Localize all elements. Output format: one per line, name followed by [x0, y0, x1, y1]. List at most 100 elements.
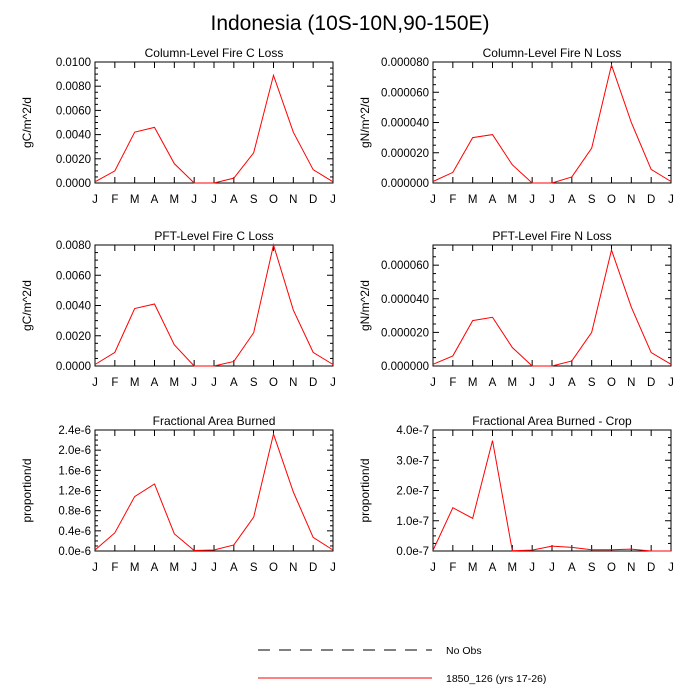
x-tick-label: A	[151, 562, 159, 574]
series-line	[94, 243, 334, 367]
chart-panel: Fractional Area Burned proportion/d 0.0e-6…	[20, 414, 336, 574]
x-tick-label: M	[170, 377, 180, 389]
y-tick-label: 0.000040	[381, 294, 429, 306]
y-tick-label: 1.2e-6	[58, 486, 91, 498]
x-tick-label: D	[309, 377, 317, 389]
x-tick-label: A	[489, 377, 497, 389]
x-tick-label: J	[668, 562, 674, 574]
x-tick-label: A	[230, 377, 238, 389]
x-tick-label: N	[289, 377, 297, 389]
y-tick-label: 4.0e-7	[396, 425, 429, 437]
plot-frame	[94, 61, 334, 184]
y-tick-label: 0.0080	[56, 81, 91, 93]
legend-label: 1850_126 (yrs 17-26)	[446, 673, 546, 685]
y-axis-label: gN/m^2/d	[358, 97, 372, 148]
x-tick-label: N	[289, 562, 297, 574]
x-tick-label: M	[130, 377, 140, 389]
y-axis-label: gC/m^2/d	[20, 280, 34, 331]
x-tick-label: M	[130, 562, 140, 574]
series-line	[432, 248, 672, 367]
x-tick-label: J	[191, 194, 197, 206]
x-tick-label: S	[588, 194, 596, 206]
y-tick-label: 0.000060	[381, 87, 429, 99]
x-tick-label: F	[111, 377, 118, 389]
x-tick-label: A	[568, 562, 576, 574]
y-tick-label: 0.000000	[381, 178, 429, 190]
x-tick-label: J	[668, 194, 674, 206]
chart-panel: Column-Level Fire C Loss gC/m^2/d 0.0000 0.…	[20, 46, 336, 206]
x-tick-label: S	[250, 194, 258, 206]
x-tick-label: A	[568, 194, 576, 206]
x-tick-label: J	[92, 194, 98, 206]
y-tick-label: 0.0020	[56, 331, 91, 343]
legend: No Obs 1850_126 (yrs 17-26)	[258, 645, 546, 685]
x-tick-label: F	[111, 562, 118, 574]
x-tick-label: O	[269, 377, 278, 389]
x-tick-label: A	[568, 377, 576, 389]
x-tick-label: J	[529, 377, 535, 389]
y-tick-label: 0.8e-6	[58, 506, 91, 518]
x-tick-label: N	[627, 562, 635, 574]
x-tick-label: F	[449, 377, 456, 389]
x-tick-label: F	[449, 562, 456, 574]
y-tick-label: 0.0e-7	[396, 546, 429, 558]
y-tick-label: 2.4e-6	[58, 425, 91, 437]
x-tick-label: J	[92, 562, 98, 574]
x-tick-label: J	[529, 562, 535, 574]
y-tick-label: 0.000040	[381, 118, 429, 130]
x-tick-label: J	[330, 377, 336, 389]
y-tick-label: 0.000020	[381, 327, 429, 339]
series-line	[432, 440, 671, 552]
figure-title: Indonesia (10S-10N,90-150E)	[210, 12, 490, 35]
plot-frame	[432, 244, 672, 367]
plot-frame	[94, 244, 334, 367]
y-tick-label: 0.0100	[56, 57, 91, 69]
x-tick-label: A	[151, 194, 159, 206]
x-tick-label: O	[607, 194, 616, 206]
y-tick-label: 2.0e-6	[58, 445, 91, 457]
x-tick-label: O	[607, 377, 616, 389]
y-tick-label: 0.0080	[56, 240, 91, 252]
x-tick-label: M	[508, 377, 518, 389]
y-tick-label: 3.0e-7	[396, 455, 429, 467]
x-tick-label: M	[130, 194, 140, 206]
series-line	[432, 63, 672, 184]
x-tick-label: F	[449, 194, 456, 206]
chart-title: PFT-Level Fire N Loss	[492, 229, 611, 243]
series-line	[94, 73, 334, 184]
x-tick-label: M	[170, 194, 180, 206]
x-tick-label: O	[607, 562, 616, 574]
x-tick-label: J	[549, 562, 555, 574]
y-tick-label: 0.000000	[381, 361, 429, 373]
y-tick-label: 2.0e-7	[396, 486, 429, 498]
x-tick-label: M	[508, 562, 518, 574]
x-tick-label: J	[330, 194, 336, 206]
x-tick-label: N	[289, 194, 297, 206]
y-tick-label: 0.0040	[56, 301, 91, 313]
chart-title: Column-Level Fire N Loss	[483, 46, 622, 60]
chart-panel: PFT-Level Fire C Loss gC/m^2/d 0.0000 0.002…	[20, 229, 336, 389]
x-tick-label: J	[529, 194, 535, 206]
x-tick-label: A	[230, 194, 238, 206]
x-tick-label: D	[647, 377, 655, 389]
x-tick-label: M	[468, 194, 478, 206]
x-tick-label: M	[468, 562, 478, 574]
y-tick-label: 0.000060	[381, 260, 429, 272]
x-tick-label: D	[309, 194, 317, 206]
x-tick-label: N	[627, 377, 635, 389]
plot-frame	[94, 429, 334, 552]
x-tick-label: F	[111, 194, 118, 206]
y-tick-label: 0.0000	[56, 178, 91, 190]
chart-panel: Column-Level Fire N Loss gN/m^2/d 0.000000…	[358, 46, 674, 206]
x-tick-label: J	[330, 562, 336, 574]
y-tick-label: 0.0000	[56, 361, 91, 373]
x-tick-label: J	[211, 562, 217, 574]
x-tick-label: S	[588, 377, 596, 389]
y-tick-label: 0.0060	[56, 105, 91, 117]
x-tick-label: N	[627, 194, 635, 206]
x-tick-label: S	[250, 377, 258, 389]
x-tick-label: M	[170, 562, 180, 574]
plot-frame	[432, 429, 672, 552]
chart-panel: Fractional Area Burned - Crop proportion/…	[358, 414, 674, 574]
